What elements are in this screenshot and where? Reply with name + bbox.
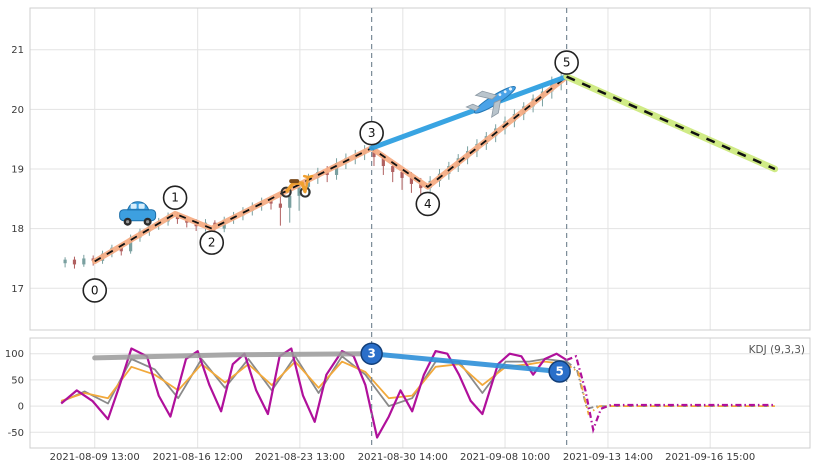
candle-body <box>269 201 273 204</box>
pivot-circle-4 <box>415 191 441 217</box>
pivot-circle-5 <box>554 50 579 75</box>
car-icon <box>119 201 157 226</box>
kdj-d-line <box>60 360 567 402</box>
kdj-j-forecast-line <box>566 354 775 434</box>
kdj-d-forecast-line <box>566 363 775 416</box>
candle-body <box>288 195 292 208</box>
kdj-marker-number-3: 3 <box>367 347 375 361</box>
candle-body <box>119 247 123 252</box>
forecast-wave-dash <box>566 75 776 171</box>
candle-body <box>372 149 376 158</box>
candle-body <box>409 177 414 184</box>
kdj-indicator-label: KDJ (9,3,3) <box>748 344 805 356</box>
pivot-number-4: 4 <box>424 197 432 211</box>
candle-body <box>419 183 423 189</box>
candle-body <box>278 203 282 208</box>
kdj-marker-number-5: 5 <box>555 365 563 379</box>
pivot-number-5: 5 <box>563 56 571 70</box>
kdj-gray-trend-line <box>92 351 375 361</box>
wave-layer <box>91 73 779 265</box>
kdj-marker-3 <box>360 342 383 365</box>
candle-body <box>391 166 395 172</box>
candle-body <box>72 259 77 265</box>
vline-layer <box>371 8 568 448</box>
main-ytick-label: 21 <box>11 45 24 56</box>
candle-body <box>297 186 301 196</box>
sub-ytick-label: 0 <box>18 402 24 413</box>
pivot-number-1: 1 <box>171 191 179 205</box>
candle-body <box>82 258 86 265</box>
pivot-number-2: 2 <box>208 236 216 250</box>
candle-body <box>381 157 385 167</box>
panel-borders <box>29 7 811 449</box>
kdj-k-line <box>60 355 567 408</box>
candle-body <box>129 237 133 252</box>
x-tick-label: 2021-08-16 12:00 <box>153 452 243 463</box>
kdj-blue-trend-line <box>369 351 563 374</box>
kdj-k-forecast-line <box>566 360 775 410</box>
x-tick-label: 2021-08-23 13:00 <box>255 452 345 463</box>
pivot-circle-3 <box>359 120 384 146</box>
main-ytick-label: 18 <box>11 224 24 235</box>
pivot-circle-1 <box>162 185 188 211</box>
candle-body <box>63 259 67 264</box>
sub-ytick-label: -50 <box>8 428 24 439</box>
kdj-j-line <box>60 347 568 439</box>
x-tick-label: 2021-09-08 10:00 <box>460 452 550 463</box>
elliott-wave-dash <box>94 75 568 263</box>
x-tick-label: 2021-09-16 15:00 <box>665 452 755 463</box>
pivot-labels-layer: 0 1 2 3 4 5 <box>82 50 579 303</box>
candle-body <box>400 171 404 178</box>
main-ytick-label: 20 <box>11 105 24 116</box>
main-ytick-label: 19 <box>11 165 24 176</box>
pivot-number-3: 3 <box>368 126 376 140</box>
sub-markers-layer: 35 <box>360 342 571 383</box>
x-tick-label: 2021-08-09 13:00 <box>50 452 140 463</box>
pivot-number-0: 0 <box>91 283 99 297</box>
current-wave-line <box>369 74 570 151</box>
x-tick-label: 2021-08-30 14:00 <box>358 452 448 463</box>
pivot-circle-0 <box>82 278 108 303</box>
main-ytick-label: 17 <box>11 284 24 295</box>
sub-ytick-label: 50 <box>11 375 24 386</box>
kdj-marker-5 <box>548 360 571 383</box>
kdj-lines-layer <box>60 347 775 439</box>
scooter-icon <box>280 174 314 198</box>
icons-layer <box>119 86 516 226</box>
pivot-circle-2 <box>199 230 225 255</box>
sub-ytick-label: 100 <box>5 349 24 360</box>
candle-body <box>334 163 339 175</box>
x-tick-label: 2021-09-13 14:00 <box>563 452 653 463</box>
plane-icon <box>465 86 516 119</box>
